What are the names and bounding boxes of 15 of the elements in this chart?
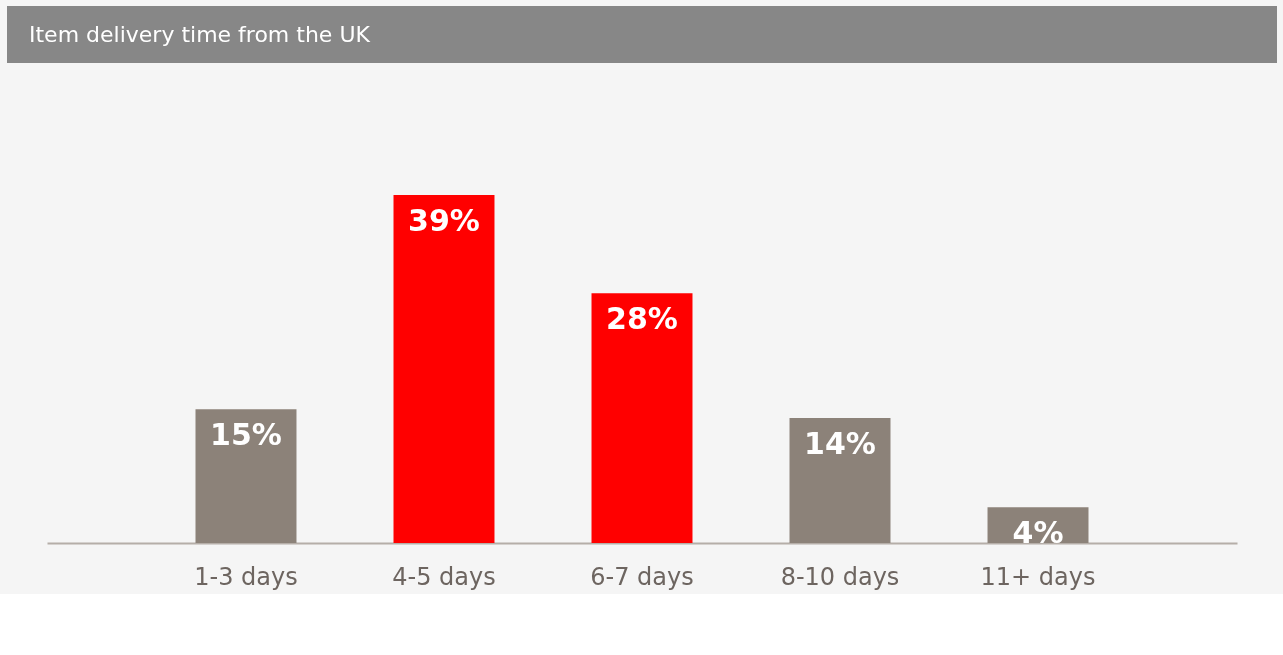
data-label: 15% bbox=[210, 417, 282, 453]
data-label: 39% bbox=[408, 203, 480, 238]
bar bbox=[393, 195, 495, 543]
x-tick-label: 6-7 days bbox=[590, 562, 694, 591]
x-tick-label: 4-5 days bbox=[392, 562, 496, 591]
x-tick-label: 8-10 days bbox=[780, 562, 900, 591]
chart-title: Item delivery time from the UK bbox=[29, 22, 371, 47]
data-label: 14% bbox=[804, 426, 876, 462]
data-label: 28% bbox=[606, 301, 678, 337]
x-tick-label: 1-3 days bbox=[194, 562, 298, 591]
data-label: 4% bbox=[1012, 515, 1064, 551]
bar bbox=[195, 409, 297, 543]
bar bbox=[591, 293, 693, 543]
x-tick-label: 11+ days bbox=[980, 562, 1096, 591]
bar bbox=[789, 418, 891, 543]
